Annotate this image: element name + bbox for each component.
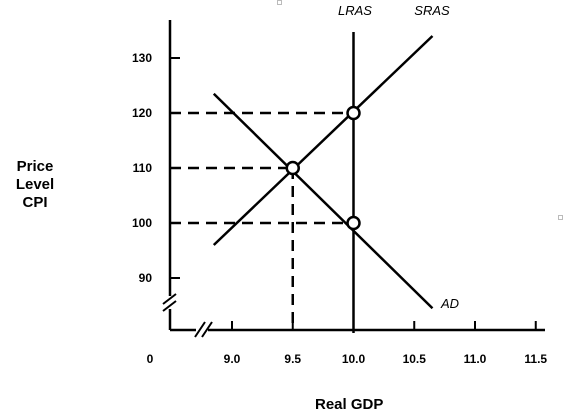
lras-label: LRAS	[338, 3, 372, 18]
y-tick-label: 100	[132, 216, 152, 230]
y-axis-label-line-1: Price Level	[15, 158, 55, 193]
x-axis-break-mark-1	[194, 321, 206, 338]
x-tick-label: 10.0	[342, 352, 366, 366]
y-tick-label: 90	[139, 271, 153, 285]
x-axis-break-mark-2	[201, 321, 213, 338]
equilibrium-point-0	[285, 160, 300, 176]
frame-handle-top	[277, 0, 282, 5]
origin-label: 0	[147, 352, 154, 366]
sras-label: SRAS	[414, 3, 450, 18]
y-axis-label: Price Level CPI	[0, 158, 70, 212]
y-tick-label: 130	[132, 51, 152, 65]
sras-curve	[212, 35, 434, 246]
equilibrium-point-2	[346, 215, 361, 231]
x-tick-label: 9.0	[224, 352, 241, 366]
y-axis-label-line-2: CPI	[22, 194, 48, 211]
x-tick-label: 10.5	[403, 352, 427, 366]
x-tick-label: 11.0	[464, 352, 487, 366]
equilibrium-point-1	[346, 105, 361, 121]
y-tick-label: 120	[132, 106, 152, 120]
y-tick-label: 110	[133, 161, 153, 175]
x-tick-label: 9.5	[284, 352, 301, 366]
y-axis-break-mark-1	[162, 293, 177, 305]
ad-curve	[212, 92, 434, 310]
x-tick-label: 11.5	[524, 352, 547, 366]
y-axis-break-mark-2	[162, 300, 177, 312]
ad-label: AD	[440, 296, 459, 311]
x-axis-label: Real GDP	[315, 396, 384, 413]
